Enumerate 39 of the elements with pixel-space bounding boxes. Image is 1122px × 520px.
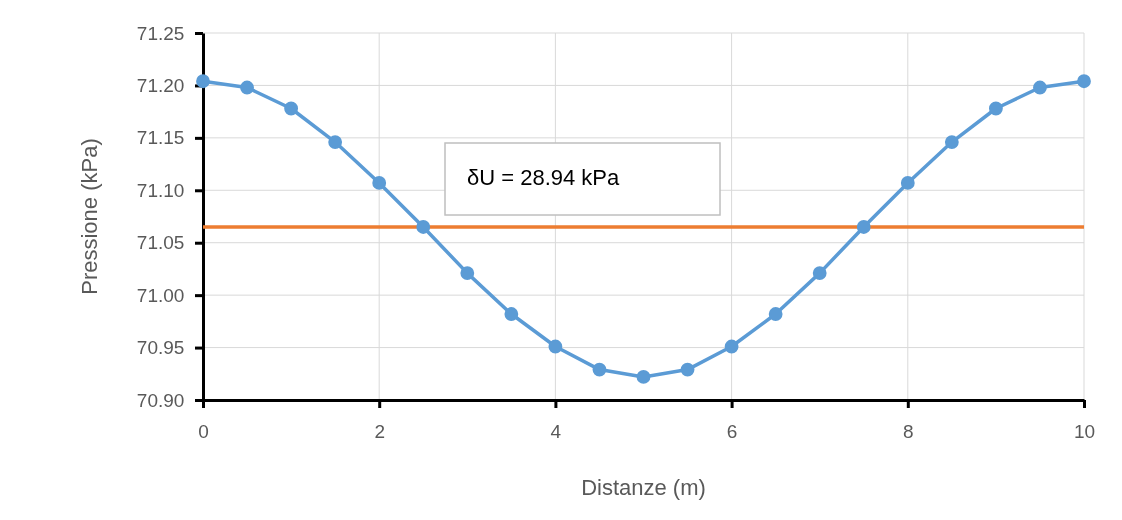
point	[944, 135, 959, 149]
point	[592, 362, 607, 377]
y-tick-label: 70.95	[136, 337, 185, 359]
y-tick-label: 71.20	[136, 75, 185, 97]
point	[1033, 80, 1047, 95]
point	[196, 74, 210, 89]
y-tick-label: 71.00	[136, 284, 185, 306]
point	[856, 220, 871, 234]
point	[768, 307, 783, 321]
x-axis-title: Distanze (m)	[581, 475, 706, 500]
x-tick-label: 2	[374, 420, 385, 442]
point	[988, 101, 1003, 116]
point	[504, 307, 519, 321]
text-box: δU = 28.94 kPa	[444, 142, 721, 216]
point	[460, 266, 475, 281]
point	[1077, 74, 1091, 89]
point	[284, 101, 299, 116]
point	[328, 135, 343, 149]
point	[812, 266, 827, 281]
x-tick-label: 8	[903, 420, 914, 442]
point	[636, 370, 651, 384]
point	[416, 220, 431, 234]
annotation: δU = 28.94 kPa	[467, 165, 621, 190]
x-tick-label: 0	[198, 420, 209, 442]
y-tick-label: 70.90	[136, 389, 185, 411]
x-tick-label: 10	[1073, 420, 1096, 442]
y-axis-title: Pressione (kPa)	[77, 138, 102, 295]
point	[548, 339, 563, 354]
y-tick-label: 71.05	[136, 232, 185, 254]
point	[240, 80, 254, 95]
x-tick-label: 6	[726, 420, 738, 442]
y-tick-label: 71.15	[136, 127, 185, 149]
x-tick-label: 4	[550, 420, 562, 442]
point	[724, 339, 739, 354]
point	[680, 362, 695, 377]
point	[372, 176, 387, 190]
y-tick-label: 71.10	[136, 179, 185, 201]
y-tick-label: 71.25	[136, 22, 185, 44]
point	[900, 176, 915, 190]
